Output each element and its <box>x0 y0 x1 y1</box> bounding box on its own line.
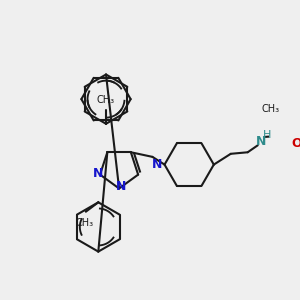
Text: N: N <box>116 180 126 193</box>
Text: CH₃: CH₃ <box>75 218 94 228</box>
Text: N: N <box>152 158 162 171</box>
Text: O: O <box>292 136 300 149</box>
Text: CH₃: CH₃ <box>97 95 115 105</box>
Text: N: N <box>256 135 267 148</box>
Text: H: H <box>263 130 271 140</box>
Text: CH₃: CH₃ <box>262 104 280 114</box>
Text: N: N <box>93 167 104 180</box>
